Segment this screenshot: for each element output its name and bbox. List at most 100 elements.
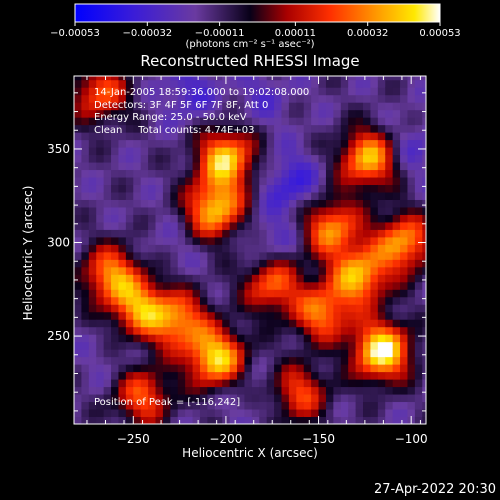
heatmap-cell	[318, 214, 327, 223]
heatmap-cell	[118, 192, 127, 200]
heatmap-cell	[96, 76, 105, 81]
heatmap-cell	[192, 274, 201, 283]
heatmap-cell	[214, 379, 223, 388]
heatmap-cell	[229, 87, 238, 96]
heatmap-cell	[392, 177, 401, 186]
heatmap-cell	[199, 192, 208, 200]
heatmap-cell	[88, 132, 97, 141]
heatmap-cell	[237, 139, 245, 148]
heatmap-cell	[237, 274, 245, 283]
colorbar	[74, 3, 441, 23]
heatmap-cell	[177, 192, 186, 200]
heatmap-cell	[363, 274, 371, 283]
heatmap-cell	[363, 341, 371, 350]
heatmap-cell	[400, 326, 408, 335]
heatmap-cell	[88, 147, 97, 156]
heatmap-cell	[259, 94, 268, 103]
heatmap-cell	[377, 371, 386, 380]
heatmap-cell	[222, 334, 231, 343]
heatmap-cell	[318, 334, 327, 343]
heatmap-cell	[88, 379, 97, 388]
heatmap-cell	[162, 281, 171, 290]
heatmap-cell	[296, 364, 305, 373]
heatmap-cell	[118, 401, 127, 410]
heatmap-cell	[377, 124, 386, 133]
heatmap-cell	[355, 341, 364, 350]
heatmap-cell	[266, 154, 275, 163]
heatmap-cell	[274, 94, 282, 103]
heatmap-cell	[340, 386, 349, 395]
heatmap-cell	[340, 117, 349, 126]
heatmap-cell	[333, 147, 342, 156]
heatmap-cell	[318, 221, 327, 230]
heatmap-cell	[207, 266, 216, 275]
heatmap-cell	[155, 76, 164, 81]
y-tick-label: 350	[47, 142, 70, 156]
heatmap-cell	[288, 371, 297, 380]
heatmap-cell	[185, 289, 194, 298]
heatmap-cell	[88, 326, 97, 335]
heatmap-cell	[133, 364, 142, 373]
heatmap-cell	[281, 192, 290, 200]
heatmap-cell	[140, 154, 149, 163]
heatmap-cell	[296, 259, 305, 268]
heatmap-cell	[118, 364, 127, 373]
heatmap-cell	[414, 364, 423, 373]
heatmap-cell	[125, 326, 134, 335]
heatmap-cell	[74, 162, 82, 171]
heatmap-cell	[170, 147, 179, 156]
heatmap-cell	[259, 177, 268, 186]
heatmap-cell	[407, 274, 416, 283]
heatmap-cell	[385, 356, 394, 365]
heatmap-cell	[259, 214, 268, 223]
heatmap-cell	[274, 409, 282, 418]
heatmap-cell	[133, 356, 142, 365]
heatmap-cell	[407, 371, 416, 380]
heatmap-cell	[281, 379, 290, 388]
heatmap-cell	[318, 94, 327, 103]
heatmap-cell	[155, 409, 164, 418]
heatmap-cell	[288, 177, 297, 186]
heatmap-cell	[111, 379, 119, 388]
heatmap-cell	[259, 394, 268, 403]
heatmap-cell	[162, 124, 171, 133]
heatmap-cell	[133, 117, 142, 126]
heatmap-cell	[155, 162, 164, 171]
colorbar-tick-label: −0.00053	[50, 28, 100, 39]
heatmap-cell	[318, 371, 327, 380]
heatmap-cell	[170, 356, 179, 365]
heatmap-cell	[274, 184, 282, 193]
heatmap-cell	[266, 124, 275, 133]
heatmap-cell	[355, 319, 364, 328]
heatmap-cell	[348, 162, 357, 171]
x-tick-label: −100	[395, 432, 428, 446]
heatmap-cell	[288, 349, 297, 358]
heatmap-cell	[385, 102, 394, 111]
heatmap-cell	[318, 266, 327, 275]
heatmap-cell	[296, 281, 305, 290]
heatmap-cell	[192, 214, 201, 223]
heatmap-cell	[251, 102, 260, 111]
heatmap-cell	[288, 236, 297, 245]
heatmap-cell	[140, 311, 149, 320]
heatmap-cell	[81, 319, 90, 328]
heatmap-cell	[377, 364, 386, 373]
heatmap-cell	[392, 386, 401, 395]
heatmap-cell	[370, 184, 379, 193]
heatmap-cell	[363, 356, 371, 365]
heatmap-cell	[170, 154, 179, 163]
heatmap-cell	[155, 371, 164, 380]
info-energy-range: Energy Range: 25.0 - 50.0 keV	[94, 112, 247, 123]
heatmap-cell	[185, 251, 194, 260]
heatmap-cell	[400, 311, 408, 320]
heatmap-cell	[74, 296, 82, 305]
heatmap-cell	[155, 259, 164, 268]
heatmap-cell	[400, 206, 408, 215]
heatmap-cell	[422, 266, 426, 275]
heatmap-cell	[407, 251, 416, 260]
heatmap-cell	[81, 341, 90, 350]
heatmap-cell	[377, 274, 386, 283]
heatmap-cell	[363, 416, 371, 424]
heatmap-cell	[400, 147, 408, 156]
heatmap-cell	[81, 169, 90, 178]
